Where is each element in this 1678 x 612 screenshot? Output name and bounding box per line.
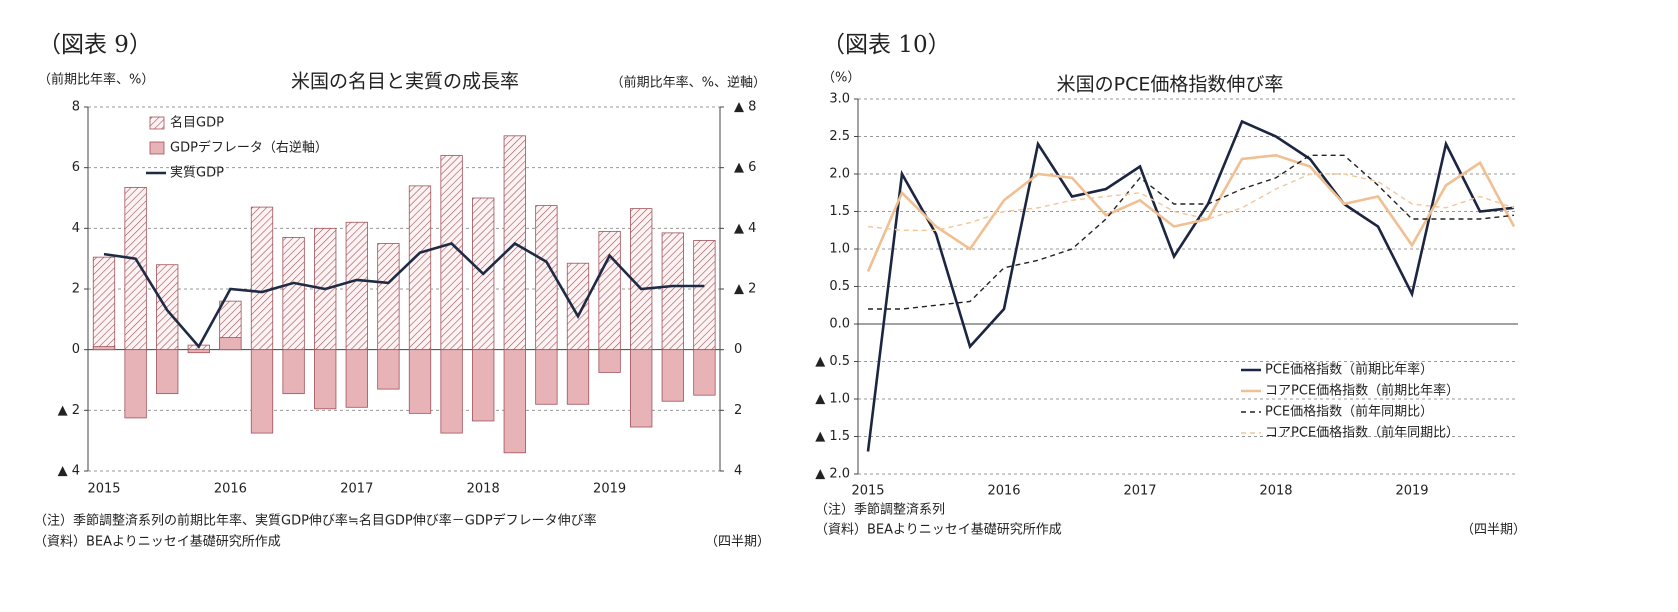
note: （注）季節調整済系列 [815,502,945,518]
y-tick-label: 3.0 [829,92,850,107]
note: （注）季節調整済系列の前期比年率、実質GDP伸び率≒名目GDP伸び率－GDPデフ… [34,513,597,529]
chart-title: 米国の名目と実質の成長率 [291,71,519,93]
bar [693,349,716,396]
y2-tick-label: ▲ 2 [734,282,756,297]
figure-label: （図表 9） [38,32,152,58]
bar [503,349,526,454]
y-tick-label: 0.5 [829,279,850,294]
series-line [868,154,1515,310]
y-tick-label: ▲ 1.5 [815,429,850,444]
bar [250,206,274,351]
bar [187,349,210,354]
bar [219,337,242,351]
legend-label: PCE価格指数（前年同期比） [1265,404,1433,420]
bar [156,264,179,351]
bar [124,349,147,419]
y-tick-label: ▲ 0.5 [815,354,850,369]
bar [314,349,337,410]
chart-title: 米国のPCE価格指数伸び率 [1057,74,1284,96]
x-tick-label: 2016 [214,482,247,497]
bar [156,349,179,395]
y-tick-label: ▲ 2.0 [815,467,850,482]
y-axis-label: （%） [822,71,860,86]
bar [535,349,558,405]
bar [440,349,463,434]
legend-label: GDPデフレータ（右逆軸） [170,140,328,156]
bar [440,155,463,351]
series-line [867,173,1515,231]
y2-tick-label: ▲ 6 [734,160,756,175]
y2-tick-label: ▲ 4 [734,221,756,236]
unit-note: （四半期） [1461,523,1526,538]
bar [535,205,558,351]
bar [250,349,274,434]
y2-tick-label: 0 [734,342,742,357]
bar [472,349,495,422]
bar [598,230,621,351]
unit-note: （四半期） [705,535,770,550]
figure-label: （図表 10） [822,32,951,58]
x-tick-label: 2017 [1123,484,1156,499]
bar [566,262,590,351]
y-tick-label: ▲ 1.0 [815,392,850,407]
note: （資料）BEAよりニッセイ基礎研究所作成 [815,523,1062,538]
x-tick-label: 2015 [87,482,120,497]
bar [661,349,684,402]
bar [630,349,653,428]
y-axis-label: （前期比年率、%） [38,72,154,88]
y-tick-label: 1.0 [829,242,850,257]
bar [282,237,305,351]
legend-label: コアPCE価格指数（前年同期比） [1265,425,1459,441]
note: （資料）BEAよりニッセイ基礎研究所作成 [34,535,281,550]
bar [282,349,305,395]
legend-swatch [149,116,165,130]
y2-axis-label: （前期比年率、%、逆軸） [611,75,766,91]
y-tick-label: 2.0 [829,167,850,182]
y-tick-label: 0.0 [829,317,850,332]
bar [345,221,368,351]
bar [345,349,368,408]
y2-tick-label: ▲ 8 [734,100,756,115]
series-line [103,241,705,349]
y-tick-label: 6 [72,160,80,175]
series-line [866,153,1516,273]
y-tick-label: 2 [72,282,80,297]
legend-label: PCE価格指数（前期比年率） [1265,362,1433,378]
x-tick-label: 2016 [987,484,1020,499]
y-tick-label: ▲ 4 [58,464,80,479]
x-tick-label: 2015 [851,484,884,499]
bar [377,243,400,351]
x-tick-label: 2018 [467,482,500,497]
y2-tick-label: 4 [734,464,742,479]
bar [377,349,400,390]
bar [408,185,432,351]
bar [661,232,684,351]
legend-label: 実質GDP [170,165,224,181]
legend-swatch [149,141,165,155]
bar [630,208,653,351]
y-tick-label: ▲ 2 [58,403,80,418]
y2-tick-label: 2 [734,403,742,418]
x-tick-label: 2018 [1259,484,1292,499]
y-tick-label: 2.5 [829,129,850,144]
y-tick-label: 1.5 [829,204,850,219]
x-tick-label: 2017 [340,482,373,497]
bar [693,240,716,351]
x-tick-label: 2019 [1395,484,1428,499]
legend-label: コアPCE価格指数（前期比年率） [1265,383,1459,399]
y-tick-label: 0 [72,342,80,357]
bar [92,346,116,351]
bar [598,349,621,373]
bar [408,349,432,414]
legend-label: 名目GDP [170,115,224,131]
bar [566,349,590,405]
series-line [866,119,1515,452]
bar [92,256,116,351]
y-tick-label: 8 [72,100,80,115]
y-tick-label: 4 [72,221,80,236]
x-tick-label: 2019 [593,482,626,497]
